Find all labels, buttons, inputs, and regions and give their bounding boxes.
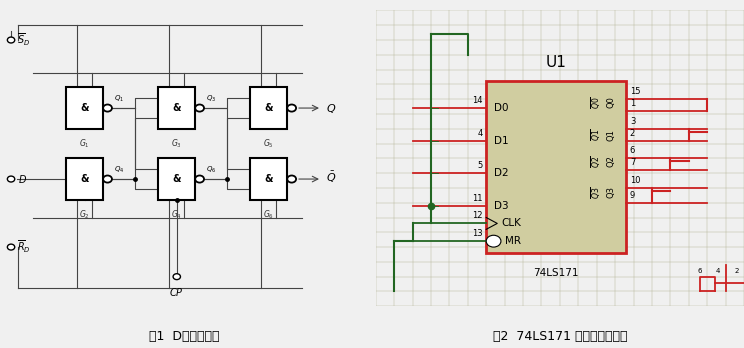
Text: $Q$: $Q$: [326, 102, 336, 114]
Text: 4: 4: [716, 268, 720, 274]
Text: 6: 6: [698, 268, 702, 274]
Circle shape: [7, 37, 15, 43]
Text: 3: 3: [630, 117, 635, 126]
Text: 12: 12: [472, 212, 483, 221]
Text: $Q_6$: $Q_6$: [206, 164, 217, 175]
Text: $Q_3$: $Q_3$: [206, 93, 216, 104]
Text: $\overline{Q0}$: $\overline{Q0}$: [590, 96, 603, 109]
Circle shape: [7, 244, 15, 250]
Text: $\overline{Q3}$: $\overline{Q3}$: [590, 186, 603, 199]
Text: &: &: [173, 174, 181, 184]
Text: Q3: Q3: [607, 187, 616, 198]
Text: $G_2$: $G_2$: [80, 209, 90, 221]
Bar: [158, 158, 195, 200]
Text: 74LS171: 74LS171: [533, 268, 579, 278]
Circle shape: [287, 104, 296, 112]
Text: $Q_1$: $Q_1$: [114, 93, 124, 104]
Text: $G_6$: $G_6$: [263, 209, 275, 221]
Text: 10: 10: [630, 176, 641, 185]
Text: &: &: [80, 174, 89, 184]
Text: 6: 6: [630, 147, 635, 155]
Text: 2: 2: [734, 268, 739, 274]
Text: 图2  74LS171 输入输出引脚图: 图2 74LS171 输入输出引脚图: [493, 330, 627, 343]
Bar: [66, 158, 103, 200]
Circle shape: [195, 104, 204, 112]
Bar: [251, 158, 287, 200]
Text: $Q_4$: $Q_4$: [114, 164, 124, 175]
Text: D1: D1: [493, 136, 508, 145]
Text: $\overline{R}_D$: $\overline{R}_D$: [16, 239, 31, 255]
Text: 14: 14: [472, 96, 483, 105]
Circle shape: [287, 175, 296, 183]
Circle shape: [7, 176, 15, 182]
Text: &: &: [173, 103, 181, 113]
Bar: [487, 81, 626, 253]
Circle shape: [103, 104, 112, 112]
Text: 1: 1: [630, 99, 635, 108]
Text: $G_5$: $G_5$: [263, 137, 275, 150]
Text: $\overline{Q2}$: $\overline{Q2}$: [590, 155, 603, 168]
Text: $\bar{Q}$: $\bar{Q}$: [326, 170, 336, 185]
Text: &: &: [80, 103, 89, 113]
Text: Q1: Q1: [607, 129, 616, 141]
Text: &: &: [265, 174, 273, 184]
Text: 9: 9: [630, 191, 635, 200]
Text: D2: D2: [493, 168, 508, 178]
Text: Q0: Q0: [607, 96, 616, 108]
Text: CLK: CLK: [501, 219, 521, 228]
Bar: [66, 87, 103, 129]
Text: $\overline{S}_D$: $\overline{S}_D$: [16, 32, 30, 48]
Text: MR: MR: [504, 236, 521, 246]
Circle shape: [103, 175, 112, 183]
Text: &: &: [265, 103, 273, 113]
Text: 7: 7: [630, 158, 635, 167]
Text: $CP$: $CP$: [170, 285, 184, 298]
Text: 11: 11: [472, 194, 483, 203]
Text: $G_1$: $G_1$: [80, 137, 90, 150]
Text: 图1  D触发器原理: 图1 D触发器原理: [149, 330, 219, 343]
Text: 4: 4: [477, 129, 483, 137]
Text: $G_4$: $G_4$: [171, 209, 182, 221]
Text: 15: 15: [630, 87, 641, 96]
Bar: [251, 87, 287, 129]
Circle shape: [487, 235, 501, 247]
Text: 5: 5: [477, 161, 483, 170]
Text: 2: 2: [630, 129, 635, 137]
Text: Q2: Q2: [607, 155, 616, 167]
Circle shape: [173, 274, 181, 280]
Text: D3: D3: [493, 201, 508, 211]
Text: U1: U1: [546, 55, 567, 70]
Text: $G_3$: $G_3$: [171, 137, 182, 150]
Text: $D$: $D$: [18, 173, 27, 185]
Text: $\overline{Q1}$: $\overline{Q1}$: [590, 128, 603, 141]
Text: 13: 13: [472, 229, 483, 238]
Text: D0: D0: [493, 103, 508, 113]
Bar: [158, 87, 195, 129]
Circle shape: [195, 175, 204, 183]
